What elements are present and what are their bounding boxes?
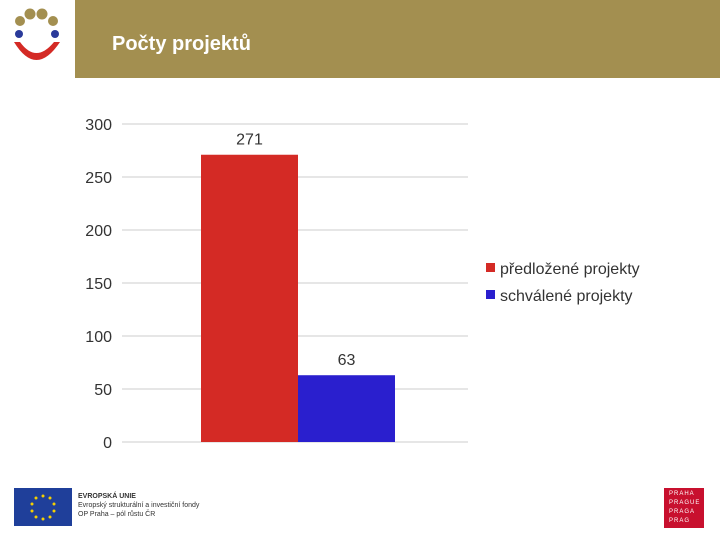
eu-line-1: EVROPSKÁ UNIE [78, 493, 136, 500]
y-tick-label: 250 [85, 170, 112, 187]
praha-line-4: PRAG [669, 518, 691, 524]
praha-line-1: PRAHA [669, 491, 695, 497]
logo-icon [14, 8, 60, 60]
y-tick-label: 150 [85, 276, 112, 293]
eu-logo-block: EVROPSKÁ UNIE Evropský strukturální a in… [14, 488, 214, 528]
bar [201, 154, 298, 443]
eu-line-3: OP Praha – pól růstu ČR [78, 511, 156, 518]
praha-line-3: PRAGA [669, 509, 696, 515]
data-label: 63 [338, 352, 356, 369]
data-label: 271 [236, 132, 263, 149]
y-tick-label: 200 [85, 223, 112, 240]
legend-label: schválené projekty [500, 288, 633, 305]
page-title: Počty projektů [112, 33, 251, 55]
legend-swatch [486, 263, 495, 272]
praha-logo: PRAHA PRAGUE PRAGA PRAG [664, 488, 704, 528]
praha-line-2: PRAGUE [669, 500, 701, 506]
eu-text: EVROPSKÁ UNIE Evropský strukturální a in… [78, 492, 199, 519]
y-tick-label: 0 [103, 435, 112, 452]
legend-label: předložené projekty [500, 261, 640, 278]
legend-swatch [486, 290, 495, 299]
bar-chart: 0 50 100 150 200 250 300 271 63 předložené projek… [85, 117, 640, 452]
y-tick-label: 50 [94, 382, 112, 399]
eu-flag-icon [14, 488, 72, 526]
y-tick-label: 300 [85, 117, 112, 134]
y-tick-label: 100 [85, 329, 112, 346]
header-bar [75, 0, 720, 78]
logo [0, 0, 75, 78]
eu-line-2: Evropský strukturální a investiční fondy [78, 502, 200, 509]
bar [298, 375, 395, 442]
